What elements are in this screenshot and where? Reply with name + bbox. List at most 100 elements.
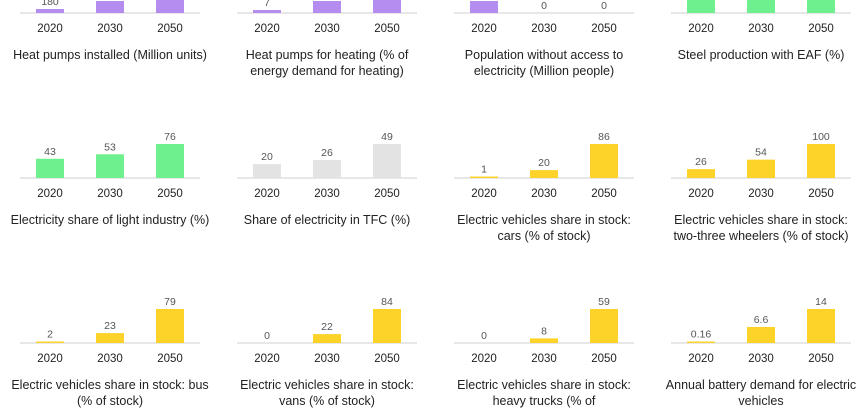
chart-title: Heat pumps installed (Million units) <box>13 48 207 62</box>
x-tick-label-2020: 2020 <box>254 353 280 365</box>
value-label-2030: 23 <box>104 320 116 332</box>
x-tick-label-2030: 2030 <box>97 188 123 200</box>
value-label-2020: 0 <box>481 330 487 342</box>
value-label-2050: 76 <box>164 131 176 143</box>
chart-5: 43 2020 53 2030 76 2050 <box>20 131 200 200</box>
bar-2050 <box>156 0 184 13</box>
value-label-2020: 26 <box>695 156 707 168</box>
value-label-2050: 79 <box>164 296 176 308</box>
bar-2050 <box>373 144 401 178</box>
chart-1: 180 2020 2030 2050 <box>20 0 200 35</box>
value-label-2030: 20 <box>538 157 550 169</box>
chart-8: 26 2020 54 2030 100 2050 <box>671 131 851 200</box>
x-tick-label-2020: 2020 <box>37 353 63 365</box>
value-label-2030: 0 <box>541 0 547 12</box>
bar-2030 <box>96 154 124 178</box>
chart-title: Annual battery demand for electric vehic… <box>665 378 857 408</box>
bar-2030 <box>96 1 124 13</box>
x-tick-label-2030: 2030 <box>531 23 557 35</box>
chart-3: 2020 0 2030 0 2050 <box>454 0 634 35</box>
bar-2050 <box>156 309 184 343</box>
value-label-2050: 84 <box>381 296 393 308</box>
bar-2050 <box>807 144 835 178</box>
value-label-2020: 20 <box>261 151 273 163</box>
x-tick-label-2020: 2020 <box>688 353 714 365</box>
bar-2020 <box>36 9 64 13</box>
value-label-2020: 2 <box>47 329 53 341</box>
x-tick-label-2050: 2050 <box>808 188 834 200</box>
bar-2050 <box>590 144 618 178</box>
value-label-2050: 14 <box>815 296 827 308</box>
x-tick-label-2030: 2030 <box>314 23 340 35</box>
value-label-2030: 54 <box>755 147 767 159</box>
bar-2050 <box>807 309 835 343</box>
x-tick-label-2050: 2050 <box>157 188 183 200</box>
bar-2030 <box>530 170 558 178</box>
x-tick-label-2020: 2020 <box>688 23 714 35</box>
x-tick-label-2020: 2020 <box>254 23 280 35</box>
bar-2030 <box>747 159 775 178</box>
value-label-2050: 0 <box>601 0 607 12</box>
value-label-2020: 0 <box>264 330 270 342</box>
chart-title: Electricity share of light industry (%) <box>10 213 210 227</box>
bar-2050 <box>373 0 401 13</box>
value-label-2050: 49 <box>381 131 393 143</box>
x-tick-label-2030: 2030 <box>748 23 774 35</box>
value-label-2020: 180 <box>41 0 59 8</box>
bar-2020 <box>687 169 715 178</box>
chart-4: 2020 2030 2050 <box>671 0 851 35</box>
bar-2030 <box>313 1 341 13</box>
value-label-2020: 7 <box>264 0 270 9</box>
x-tick-label-2020: 2020 <box>471 188 497 200</box>
x-tick-label-2030: 2030 <box>97 353 123 365</box>
value-label-2030: 6.6 <box>754 314 769 326</box>
x-tick-label-2050: 2050 <box>808 23 834 35</box>
x-tick-label-2050: 2050 <box>591 188 617 200</box>
bar-2020 <box>687 341 715 343</box>
x-tick-label-2050: 2050 <box>157 23 183 35</box>
chart-title: Electric vehicles share in stock: two-th… <box>673 213 849 243</box>
bar-2020 <box>36 158 64 178</box>
x-tick-label-2050: 2050 <box>157 353 183 365</box>
chart-11: 0 2020 8 2030 59 2050 <box>454 296 634 365</box>
bar-2050 <box>373 309 401 343</box>
bar-2020 <box>253 164 281 178</box>
bar-2030 <box>530 338 558 343</box>
chart-9: 2 2020 23 2030 79 2050 <box>20 296 200 365</box>
x-tick-label-2020: 2020 <box>37 23 63 35</box>
chart-title: Population without access to electricity… <box>464 48 624 78</box>
small-multiples-grid: 180 2020 2030 2050 Heat pumps installed (Mil… <box>10 0 856 408</box>
x-tick-label-2030: 2030 <box>531 353 557 365</box>
x-tick-label-2050: 2050 <box>591 23 617 35</box>
x-tick-label-2050: 2050 <box>374 23 400 35</box>
bar-2050 <box>590 309 618 343</box>
bar-2050 <box>156 144 184 178</box>
x-tick-label-2030: 2030 <box>314 353 340 365</box>
x-tick-label-2020: 2020 <box>254 188 280 200</box>
x-tick-label-2030: 2030 <box>97 23 123 35</box>
bar-2020 <box>687 0 715 13</box>
x-tick-label-2050: 2050 <box>374 353 400 365</box>
bar-2030 <box>96 333 124 343</box>
bar-2020 <box>36 341 64 343</box>
value-label-2030: 8 <box>541 325 547 337</box>
value-label-2020: 43 <box>44 146 56 158</box>
x-tick-label-2050: 2050 <box>374 188 400 200</box>
bar-2030 <box>313 334 341 343</box>
value-label-2020: 0.16 <box>691 329 712 341</box>
value-label-2030: 22 <box>321 321 333 333</box>
chart-10: 0 2020 22 2030 84 2050 <box>237 296 417 365</box>
x-tick-label-2050: 2050 <box>808 353 834 365</box>
x-tick-label-2050: 2050 <box>591 353 617 365</box>
bar-2030 <box>313 159 341 178</box>
bar-2020 <box>470 1 498 13</box>
x-tick-label-2030: 2030 <box>314 188 340 200</box>
chart-title: Share of electricity in TFC (%) <box>243 213 411 227</box>
value-label-2020: 1 <box>481 164 487 176</box>
x-tick-label-2020: 2020 <box>471 23 497 35</box>
bar-2030 <box>747 0 775 13</box>
x-tick-label-2030: 2030 <box>748 188 774 200</box>
x-tick-label-2020: 2020 <box>688 188 714 200</box>
value-label-2030: 53 <box>104 141 116 153</box>
